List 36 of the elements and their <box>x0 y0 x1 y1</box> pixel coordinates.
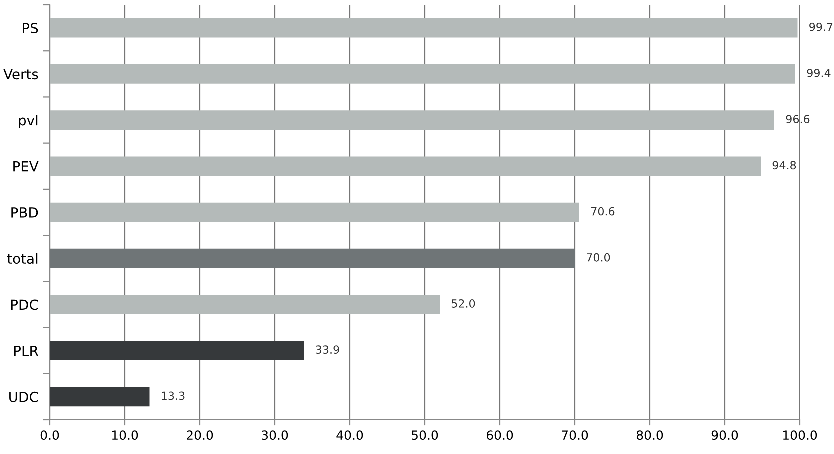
y-tick-label: PEV <box>14 162 39 172</box>
bar <box>50 64 796 84</box>
data-label: 99.7 <box>810 22 833 32</box>
bar <box>50 156 761 176</box>
y-tick-label: UDC <box>10 392 38 402</box>
y-tick-label: PDC <box>11 300 38 310</box>
x-tick-label: 50.0 <box>412 430 438 440</box>
y-tick-label: PBD <box>12 208 38 218</box>
bar <box>50 387 150 407</box>
bar <box>50 341 304 361</box>
y-tick-label: pvl <box>19 115 38 128</box>
y-tick-label: total <box>8 253 38 264</box>
y-tick-label: PLR <box>14 346 38 356</box>
x-tick-label: 10.0 <box>112 430 138 440</box>
data-label: 70.6 <box>592 207 615 216</box>
y-tick-label: Verts <box>4 69 38 80</box>
x-tick-label: 0.0 <box>40 430 60 440</box>
x-tick-label: 80.0 <box>636 430 664 440</box>
x-tick-label: 20.0 <box>187 430 214 440</box>
data-label: 33.9 <box>316 346 340 354</box>
bar <box>50 295 440 314</box>
x-tick-label: 100.0 <box>783 430 818 440</box>
bar <box>50 18 798 38</box>
x-tick-label: 60.0 <box>486 430 514 440</box>
x-tick-label: 40.0 <box>336 430 364 440</box>
data-label: 94.8 <box>772 161 796 170</box>
x-tick-label: 30.0 <box>262 430 288 440</box>
x-tick-label: 90.0 <box>712 430 738 440</box>
data-label: 70.0 <box>587 253 610 262</box>
y-tick-label: PS <box>23 23 38 34</box>
data-label: 99.4 <box>807 68 831 78</box>
bar <box>50 202 580 222</box>
data-label: 52.0 <box>452 300 476 308</box>
bar <box>50 110 774 130</box>
data-label: 13.3 <box>162 392 185 400</box>
x-tick-label: 70.0 <box>562 430 588 440</box>
